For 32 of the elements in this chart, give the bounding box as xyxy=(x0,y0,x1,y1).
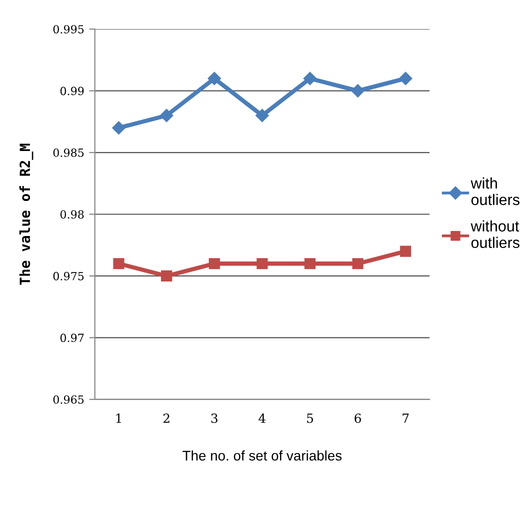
point xyxy=(112,121,126,134)
y-tick-label: 0.965 xyxy=(53,395,84,404)
point xyxy=(352,258,364,270)
x-tick-label: 1 xyxy=(116,414,121,423)
x-tick-label: 7 xyxy=(402,414,409,423)
point xyxy=(113,258,124,270)
point xyxy=(303,72,317,86)
y-tick-label: 0.98 xyxy=(60,210,84,219)
y-tick-label: 0.99 xyxy=(60,86,84,96)
point xyxy=(399,72,412,86)
x-axis-title: The no. of set of variables xyxy=(182,450,342,461)
y-axis-title: The value of R2_M xyxy=(19,144,34,285)
point xyxy=(161,270,172,282)
x-tick-label: 6 xyxy=(354,414,361,423)
x-tick-label: 2 xyxy=(163,414,170,423)
y-tick-label: 0.975 xyxy=(53,272,84,280)
point xyxy=(256,258,268,270)
point xyxy=(208,72,221,86)
point xyxy=(208,258,220,270)
y-tick-label: 0.995 xyxy=(53,25,84,34)
x-tick-label: 5 xyxy=(307,414,313,423)
x-tick-label: 4 xyxy=(258,414,266,423)
point xyxy=(400,246,412,257)
point xyxy=(351,84,364,98)
legend-label: with outliers xyxy=(470,177,520,206)
y-tick-label: 0.97 xyxy=(60,334,84,342)
point xyxy=(160,108,174,122)
point xyxy=(304,258,316,270)
point xyxy=(256,108,269,122)
legend-label: without outliers xyxy=(470,220,520,248)
x-tick-label: 3 xyxy=(211,414,218,423)
y-tick-label: 0.985 xyxy=(53,148,84,157)
